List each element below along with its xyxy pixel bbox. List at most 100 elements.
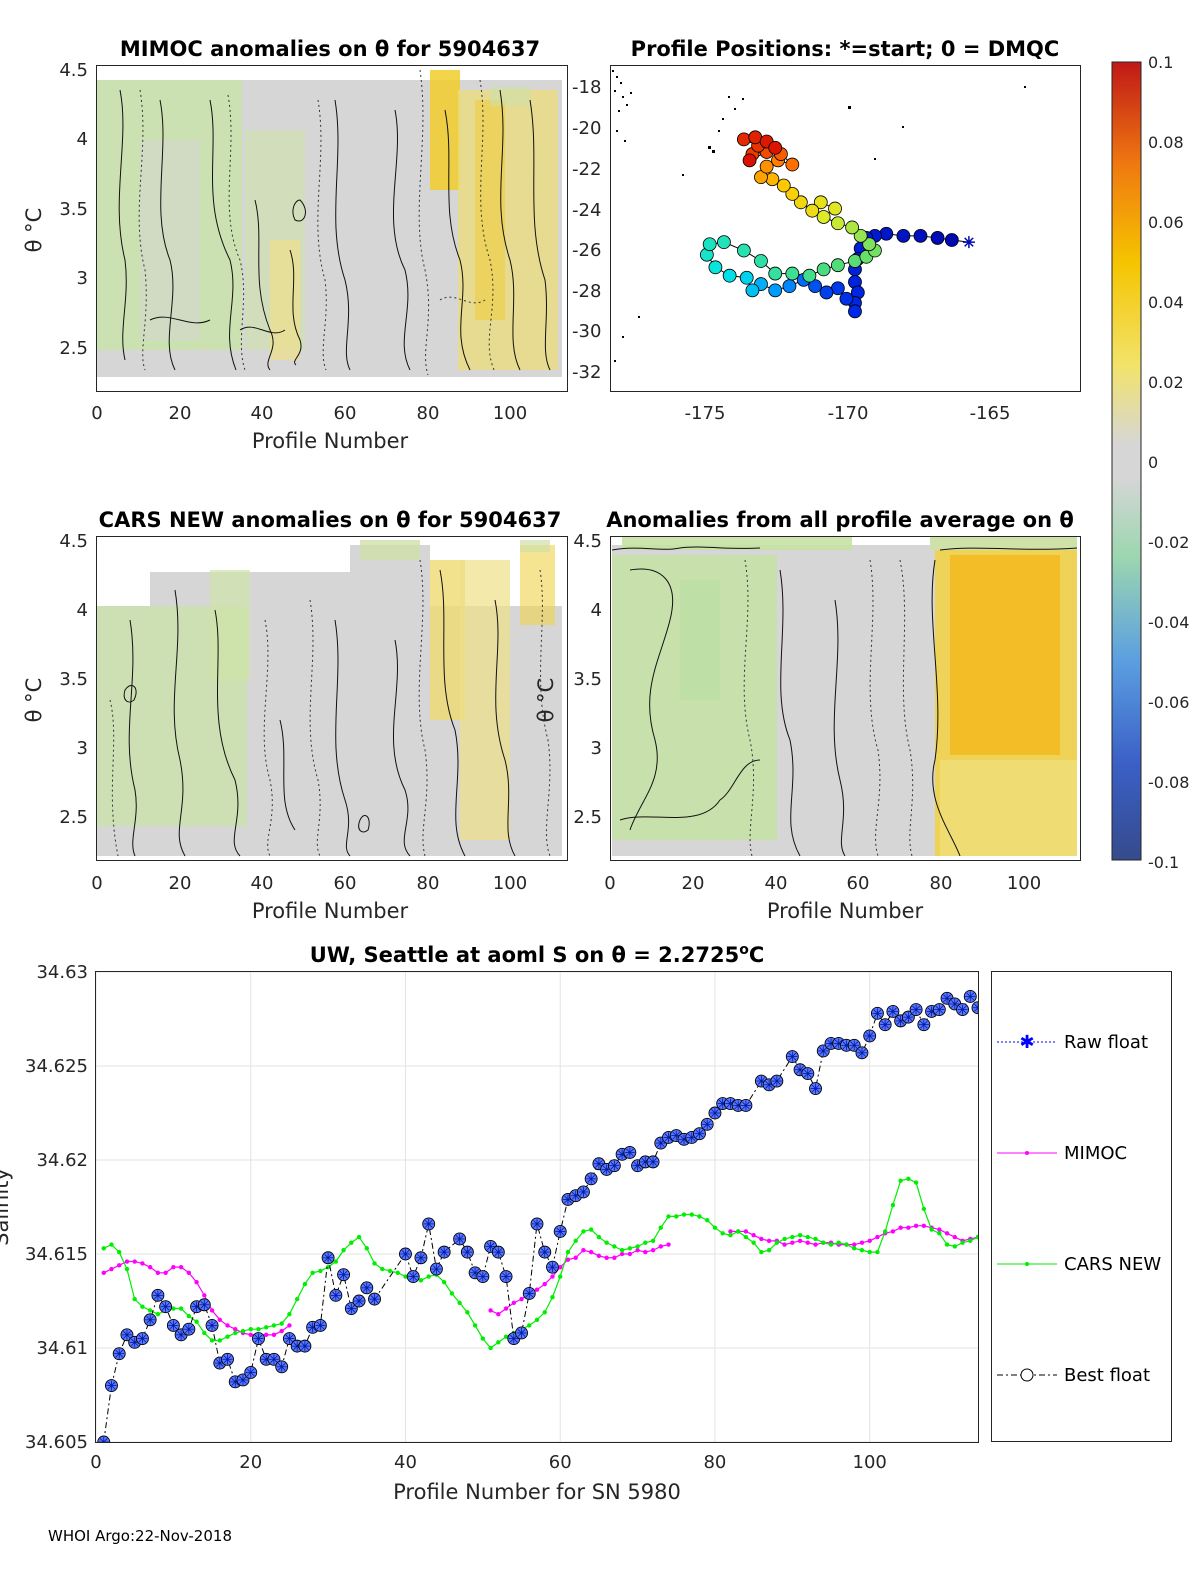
salinity-title: UW, Seattle at aoml S on θ = 2.2725oC (310, 942, 765, 967)
salinity-axes (95, 971, 979, 1443)
mimoc-panel: MIMOC anomalies on θ for 5904637 (22, 37, 568, 453)
best-point (275, 1360, 289, 1374)
cars-point (805, 1234, 810, 1240)
cars-point (186, 1313, 192, 1319)
colorbar-tick: -0.08 (1148, 773, 1189, 792)
best-point (120, 1328, 134, 1342)
cars-point (341, 1248, 346, 1253)
mimoc-line (490, 1244, 669, 1315)
mimoc-point (759, 1236, 764, 1242)
positions-xtick: -165 (970, 403, 1011, 424)
salinity-ytick: 34.63 (36, 962, 88, 983)
mimoc-point (921, 1223, 927, 1229)
mimoc-xticks: 0 20 40 60 80 100 (91, 403, 527, 424)
salinity-ytick: 34.605 (25, 1432, 88, 1453)
cars-point (140, 1304, 145, 1309)
best-point (847, 1038, 861, 1052)
cars-point (117, 1249, 122, 1255)
salinity-ytick: 34.625 (25, 1056, 88, 1077)
best-point (166, 1318, 180, 1332)
mimoc-point (573, 1255, 578, 1260)
best-point (321, 1251, 335, 1265)
cars-point (202, 1330, 207, 1336)
track-point (853, 228, 868, 243)
best-point (422, 1217, 436, 1231)
mimoc-point (287, 1323, 292, 1328)
cars-point (527, 1323, 532, 1328)
legend-item-mimoc: MIMOC (997, 1143, 1127, 1164)
best-point (956, 1003, 969, 1017)
salinity-title-sup: o (739, 942, 749, 958)
cars-point (171, 1306, 176, 1311)
cars-point (465, 1310, 470, 1315)
positions-track (699, 130, 975, 319)
colorbar: -0.1 -0.08 -0.06 -0.04 -0.02 0 0.02 0.04… (1111, 53, 1189, 872)
best-point (205, 1318, 219, 1332)
mimoc-point (194, 1280, 199, 1285)
cars-line (103, 1178, 978, 1349)
track-point (816, 210, 831, 224)
cars-point (356, 1234, 362, 1240)
cars-point (813, 1236, 818, 1242)
mimoc-point (643, 1249, 648, 1255)
best-point (770, 1074, 784, 1088)
track-point (830, 216, 845, 231)
mimoc-point (627, 1251, 633, 1257)
cars-point (658, 1225, 663, 1230)
track-point (785, 157, 800, 172)
salinity-yticks: 34.605 34.61 34.615 34.62 34.625 34.63 (25, 962, 88, 1453)
mimoc-point (225, 1323, 230, 1328)
best-point (932, 1003, 946, 1017)
best-point (267, 1352, 281, 1366)
track-point (717, 235, 731, 250)
cars-point (975, 1234, 978, 1240)
colorbar-ticks: -0.1 -0.08 -0.06 -0.04 -0.02 0 0.02 0.04… (1148, 53, 1189, 872)
mimoc-point (271, 1332, 277, 1338)
cars-point (240, 1328, 246, 1334)
avg-xtick: 60 (847, 873, 870, 894)
best-point (476, 1270, 490, 1284)
track-point (722, 268, 737, 283)
colorbar-tick: -0.1 (1148, 853, 1179, 872)
cars-point (194, 1319, 199, 1324)
cars-point (875, 1249, 880, 1255)
best-point (151, 1288, 165, 1302)
best-point (863, 1029, 877, 1043)
cars-point (441, 1280, 447, 1285)
legend-item-cars: CARS NEW (997, 1254, 1161, 1275)
mimoc-point (859, 1240, 865, 1245)
legend-circle-icon (1020, 1368, 1034, 1382)
track-point (754, 254, 768, 268)
best-point (870, 1006, 884, 1020)
cars-point (248, 1327, 253, 1332)
cars-point (403, 1274, 408, 1279)
avg-xtick: 80 (930, 873, 953, 894)
salinity-ytick: 34.62 (36, 1150, 88, 1171)
best-point (135, 1332, 149, 1346)
mimoc-point (124, 1259, 130, 1264)
mimoc-title: MIMOC anomalies on θ for 5904637 (120, 37, 540, 61)
mimoc-contours (118, 89, 551, 371)
avg-ytick: 2.5 (573, 807, 602, 828)
mimoc-point (519, 1296, 524, 1302)
cars-point (349, 1240, 354, 1245)
cars-point (287, 1311, 292, 1317)
positions-ytick: -30 (572, 321, 601, 342)
series-best (97, 989, 978, 1442)
best-point (499, 1270, 513, 1284)
avg-xtick: 0 (604, 873, 615, 894)
cars-point (380, 1266, 385, 1272)
track-point (793, 195, 808, 210)
cars-point (844, 1242, 849, 1247)
cars-point (937, 1231, 942, 1236)
cars-point (643, 1240, 648, 1245)
track-point (913, 228, 928, 243)
cars-point (496, 1340, 501, 1345)
cars-point (612, 1244, 617, 1249)
track-point (845, 220, 860, 235)
cars-point (279, 1321, 284, 1326)
mimoc-ytick: 2.5 (59, 338, 88, 359)
cars-point (558, 1274, 563, 1279)
avg-xtick: 100 (1007, 873, 1041, 894)
mimoc-ytick: 3 (77, 268, 88, 289)
